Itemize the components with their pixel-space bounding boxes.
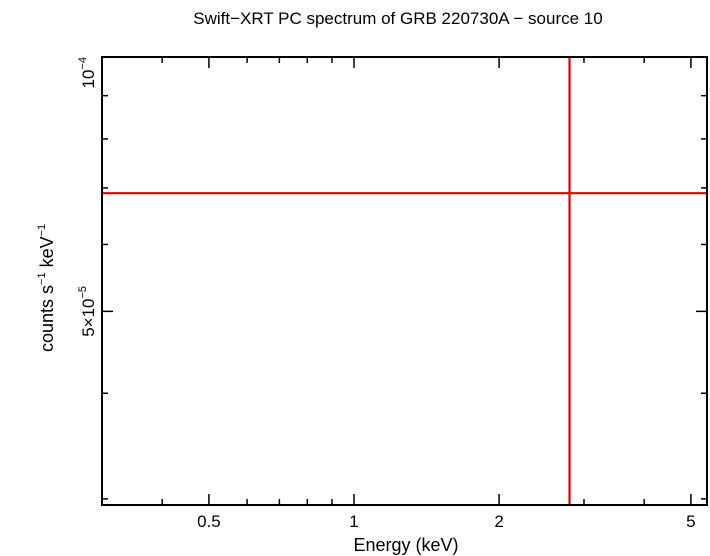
axis-ticks	[101, 56, 707, 505]
x-axis-label: Energy (keV)	[353, 535, 458, 555]
x-tick-label: 2	[494, 512, 503, 531]
y-axis-label-exp1: −1	[36, 272, 48, 285]
y-tick-label: 10−4	[77, 57, 98, 88]
data-series	[102, 57, 707, 505]
y-axis-label: counts s−1 keV−1	[36, 224, 57, 352]
y-tick-label: 5×10−5	[77, 286, 98, 337]
y-axis-label-exp2: −1	[36, 224, 48, 237]
x-tick-labels: 0.5 1 2 5	[197, 512, 696, 531]
chart-title: Swift−XRT PC spectrum of GRB 220730A − s…	[193, 9, 602, 28]
y-tick-labels: 10−4 5×10−5	[77, 57, 98, 337]
x-tick-label: 5	[686, 512, 695, 531]
x-tick-label: 1	[349, 512, 358, 531]
y-axis-label-text: counts s	[37, 285, 57, 352]
x-tick-label: 0.5	[197, 512, 221, 531]
y-axis-label-mid: keV	[37, 236, 57, 272]
plot-frame	[101, 56, 708, 506]
